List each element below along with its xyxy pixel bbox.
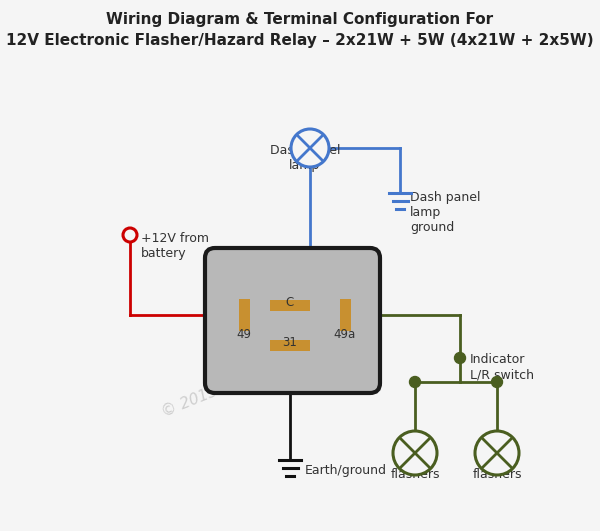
Text: +12V from
battery: +12V from battery <box>141 232 209 260</box>
FancyBboxPatch shape <box>205 248 380 393</box>
Circle shape <box>475 431 519 475</box>
Text: 49a: 49a <box>334 328 356 341</box>
Bar <box>239 299 250 331</box>
Circle shape <box>455 353 466 364</box>
Bar <box>270 339 310 350</box>
Circle shape <box>409 376 421 388</box>
Text: Earth/ground: Earth/ground <box>305 464 387 477</box>
Bar <box>340 299 350 331</box>
Text: Wiring Diagram & Terminal Configuration For: Wiring Diagram & Terminal Configuration … <box>106 12 494 27</box>
Text: © 2013 12 Volt Planet Ltd: © 2013 12 Volt Planet Ltd <box>160 331 350 419</box>
Circle shape <box>491 376 503 388</box>
Circle shape <box>291 129 329 167</box>
Bar <box>270 299 310 311</box>
Text: RHS
flashers: RHS flashers <box>472 453 522 481</box>
Text: 31: 31 <box>283 337 298 349</box>
Text: C: C <box>286 296 294 310</box>
Text: Dash panel
lamp
ground: Dash panel lamp ground <box>410 191 481 234</box>
Text: 49: 49 <box>236 328 251 341</box>
Text: Dash panel
lamp: Dash panel lamp <box>270 144 340 172</box>
Text: Indicator
L/R switch: Indicator L/R switch <box>470 353 534 381</box>
Text: 12V Electronic Flasher/Hazard Relay – 2x21W + 5W (4x21W + 2x5W): 12V Electronic Flasher/Hazard Relay – 2x… <box>6 33 594 48</box>
Text: LHS
flashers: LHS flashers <box>390 453 440 481</box>
Circle shape <box>393 431 437 475</box>
